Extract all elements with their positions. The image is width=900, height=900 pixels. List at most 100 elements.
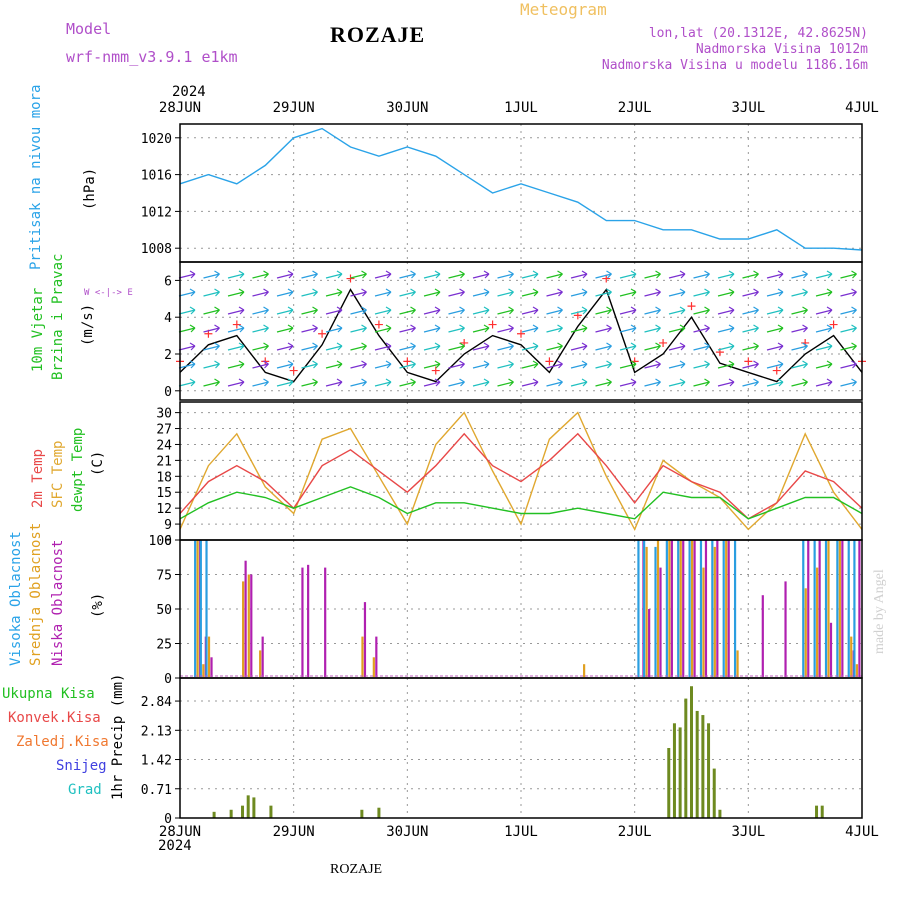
wind-arrow [227, 342, 245, 351]
wind-arrow [448, 324, 465, 333]
wind-arrow [668, 324, 686, 333]
wind-arrow [472, 270, 490, 279]
wind-arrow [717, 306, 735, 315]
wind-gust-marker [289, 366, 298, 375]
cloud-low-bar [261, 636, 264, 677]
cloud-mid-bar [583, 664, 586, 677]
wind-arrow [840, 306, 857, 315]
wind-arrow [448, 342, 465, 351]
wind-arrow [472, 360, 490, 369]
cloud-low-bar [761, 595, 764, 677]
y-tick-label: 100 [149, 534, 172, 549]
wind-arrow [497, 270, 514, 279]
wind-arrow [521, 360, 539, 369]
wind-arrow [448, 378, 465, 387]
wind-arrow [399, 360, 416, 369]
wind-arrow [742, 288, 759, 297]
wind-arrow [595, 360, 612, 369]
wind-arrow [203, 342, 220, 351]
wind-arrow [840, 288, 857, 297]
wind-arrow [644, 360, 661, 369]
cloud-low-bar [818, 540, 821, 677]
cloud-high-bar [643, 540, 646, 677]
wind-arrow [840, 270, 857, 279]
cloud-low-bar [829, 622, 833, 677]
y-tick-label: 50 [156, 603, 172, 618]
wind-arrow [203, 270, 220, 279]
wind-arrow [301, 306, 318, 315]
wind-arrow [399, 342, 416, 351]
y-tick-label: 4 [164, 311, 172, 326]
wind-arrow [717, 324, 735, 333]
wind-arrow [252, 288, 269, 297]
wind-arrow [350, 288, 367, 297]
cloud-mid-bar [850, 636, 853, 677]
precip-bar [712, 768, 716, 818]
wind-arrow [301, 288, 318, 297]
wind-gust-marker [659, 338, 668, 347]
y-tick-label: 21 [156, 454, 172, 469]
wind-gust-marker [374, 320, 383, 329]
wind-arrow [178, 306, 196, 315]
wind-arrow [766, 288, 784, 297]
cloud-mid-bar [736, 650, 739, 677]
x-tick-bottom: 30JUN [386, 824, 428, 840]
wind-arrow [521, 342, 539, 351]
wind-arrow [521, 324, 539, 333]
wind-gust-marker [829, 320, 838, 329]
wind-arrow [472, 288, 490, 297]
cloud-high-bar [813, 540, 816, 677]
y-tick-label: 0 [164, 672, 172, 687]
precip-bar [360, 809, 364, 818]
wind-arrow [497, 360, 514, 369]
pressure-line [179, 127, 863, 251]
wind-arrow [252, 306, 269, 315]
wind-arrow [203, 360, 220, 369]
cloud-mid-bar [242, 581, 245, 677]
wind-arrow [546, 270, 563, 279]
wind-arrow [276, 306, 294, 315]
cloud-low-bar [659, 567, 662, 677]
wind-arrow [546, 378, 563, 387]
wind-arrow [325, 270, 343, 279]
cloud-high-bar [824, 540, 828, 677]
legend-zaledj-kisa: Zaledj.Kisa [16, 734, 109, 750]
wind-arrow [815, 378, 833, 387]
wind-arrow [374, 288, 392, 297]
wind-arrow [668, 360, 686, 369]
wind-arrow [717, 342, 735, 351]
precip-bar [252, 797, 256, 818]
y-tick-label: 27 [156, 423, 172, 438]
cloud-low-bar [727, 540, 730, 677]
cloud-mid-bar [656, 540, 660, 677]
wind-arrow [595, 270, 612, 279]
y-tick-label: 9 [164, 518, 172, 533]
wind-arrow [252, 324, 269, 333]
legend-ukupna-kisa: Ukupna Kisa [2, 686, 95, 702]
cloud-low-bar [807, 540, 810, 677]
wind-arrow [448, 360, 465, 369]
wind-arrow [227, 324, 245, 333]
x-tick-bottom: 28JUN [159, 824, 201, 840]
wind-arrow [423, 324, 441, 333]
x-tick-bottom: 4JUL [845, 824, 879, 840]
dewpt-temp-line [179, 486, 863, 520]
wind-arrow [399, 306, 416, 315]
x-tick-top: 30JUN [386, 100, 428, 116]
wind-arrow [668, 288, 686, 297]
precip-bar [701, 715, 705, 818]
wind-arrow [448, 270, 465, 279]
wind-arrow [448, 306, 465, 315]
y-tick-label: 2 [164, 348, 172, 363]
cloud-mid-bar [855, 664, 859, 677]
wind-arrow [252, 378, 269, 387]
wind-arrow [448, 288, 465, 297]
x-tick-top: 29JUN [273, 100, 315, 116]
precip-bar [212, 811, 216, 818]
cloud-mid-bar [713, 546, 716, 677]
cloud-low-bar [324, 567, 327, 677]
wind-arrow [276, 342, 294, 351]
wind-arrow [521, 270, 539, 279]
year-bottom: 2024 [158, 838, 192, 854]
cloud-low-bar [307, 564, 310, 677]
